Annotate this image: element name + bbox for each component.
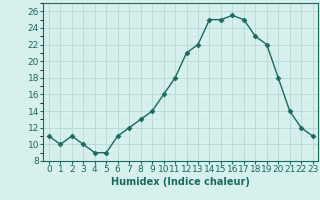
X-axis label: Humidex (Indice chaleur): Humidex (Indice chaleur) <box>111 177 250 187</box>
